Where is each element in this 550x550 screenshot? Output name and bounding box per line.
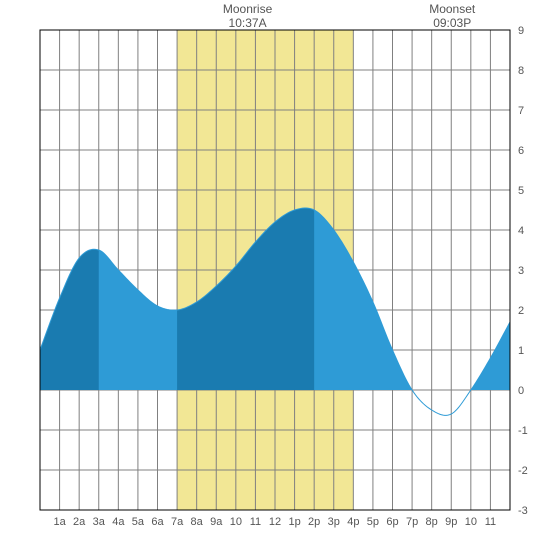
- x-axis-label: 7a: [171, 516, 184, 528]
- y-axis-label: -1: [518, 425, 528, 437]
- x-axis-label: 11: [485, 516, 496, 528]
- x-axis-label: 9p: [445, 516, 457, 528]
- moonset-time: 09:03P: [422, 16, 482, 30]
- x-axis-label: 7p: [406, 516, 418, 528]
- x-axis-label: 8a: [191, 516, 204, 528]
- x-axis-label: 4a: [112, 516, 125, 528]
- x-axis-label: 2p: [308, 516, 320, 528]
- y-axis-label: 8: [518, 65, 524, 77]
- x-axis-label: 2a: [73, 516, 86, 528]
- x-axis-label: 4p: [347, 516, 359, 528]
- y-axis-label: 1: [518, 345, 524, 357]
- x-axis-label: 6a: [151, 516, 164, 528]
- moonrise-title: Moonrise: [218, 2, 278, 16]
- x-axis-label: 6p: [386, 516, 398, 528]
- x-axis-label: 5p: [367, 516, 379, 528]
- moonrise-label: Moonrise10:37A: [218, 2, 278, 30]
- x-axis-label: 3p: [328, 516, 340, 528]
- y-axis-label: 7: [518, 105, 524, 117]
- y-axis-label: 0: [518, 385, 524, 397]
- x-axis-label: 12: [269, 516, 281, 528]
- y-axis-label: 6: [518, 145, 524, 157]
- x-axis-label: 8p: [426, 516, 438, 528]
- x-axis-label: 1a: [53, 516, 66, 528]
- y-axis-label: 2: [518, 305, 524, 317]
- x-axis-label: 10: [465, 516, 477, 528]
- y-axis-label: -2: [518, 465, 528, 477]
- x-axis-label: 9a: [210, 516, 223, 528]
- x-axis-label: 10: [230, 516, 242, 528]
- x-axis-label: 3a: [93, 516, 106, 528]
- moonset-label: Moonset09:03P: [422, 2, 482, 30]
- moonset-title: Moonset: [422, 2, 482, 16]
- y-axis-label: -3: [518, 505, 528, 517]
- x-axis-label: 1p: [288, 516, 300, 528]
- x-axis-label: 5a: [132, 516, 145, 528]
- y-axis-label: 5: [518, 185, 524, 197]
- y-axis-label: 3: [518, 265, 524, 277]
- moonrise-time: 10:37A: [218, 16, 278, 30]
- x-axis-label: 11: [250, 516, 261, 528]
- y-axis-label: 9: [518, 25, 524, 37]
- tide-chart: 1a2a3a4a5a6a7a8a9a1011121p2p3p4p5p6p7p8p…: [0, 0, 550, 550]
- y-axis-label: 4: [518, 225, 524, 237]
- chart-svg: 1a2a3a4a5a6a7a8a9a1011121p2p3p4p5p6p7p8p…: [0, 0, 550, 550]
